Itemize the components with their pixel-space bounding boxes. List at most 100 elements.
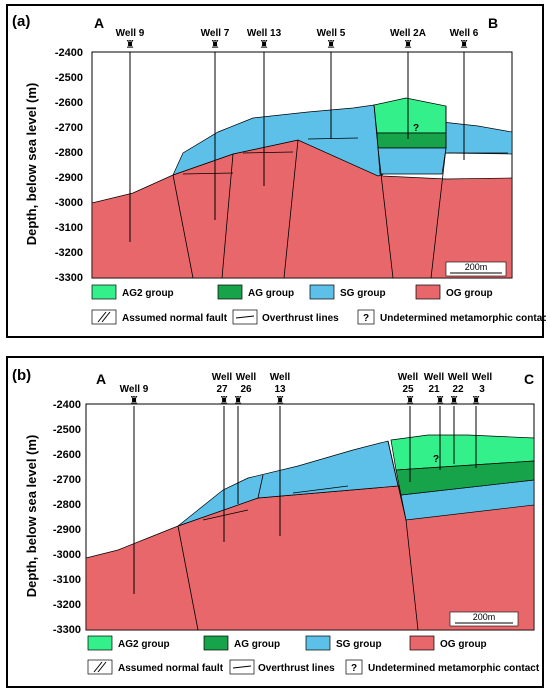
overthrust-line [182, 172, 234, 175]
y-tick-label: -3000 [55, 197, 83, 209]
fault-line [283, 139, 299, 279]
legend-label-ag: AG group [248, 288, 294, 299]
legend-swatch-unknown [357, 309, 375, 325]
legend: AG2 group AG group SG group OG group Ass… [91, 284, 546, 325]
well-number: 25 [402, 384, 414, 395]
legend-swatch-unknown [345, 659, 363, 675]
legend-label-fault: Assumed normal fault [122, 313, 228, 324]
fault-line [172, 174, 194, 279]
y-tick-label: -2600 [55, 97, 83, 109]
sg-layer [177, 440, 399, 527]
well-derrick-icon: ♜ [403, 39, 413, 51]
legend-label-ag2: AG2 group [118, 639, 170, 650]
y-axis-label: Depth, below sea level (m) [24, 435, 39, 598]
legend-label-unknown: Undetermined metamorphic contact [368, 663, 540, 674]
panel-label: (a) [12, 13, 30, 30]
well-derrick-icon: ♜ [471, 395, 481, 407]
scale-bar-label: 200m [473, 612, 496, 622]
well-label: Well 9 [116, 28, 145, 39]
well-derrick-icon: ♜ [210, 39, 220, 51]
well-label: Well 2A [390, 28, 426, 39]
well-number: 27 [216, 384, 228, 395]
legend-swatch-sg [309, 284, 335, 300]
y-tick-label: -2400 [53, 399, 81, 411]
question-icon: ? [363, 313, 369, 324]
well-number: 3 [479, 384, 485, 395]
well-number: 21 [428, 384, 440, 395]
fault-line [430, 147, 447, 279]
well-label: Well 6 [450, 28, 479, 39]
legend-label-og: OG group [440, 639, 487, 650]
well-derrick-icon: ♜ [219, 395, 229, 407]
ag-layer [376, 132, 447, 149]
undetermined-contact-mark: ? [413, 123, 419, 134]
scale-bar-label: 200m [465, 262, 488, 272]
overthrust-icon [235, 315, 255, 319]
well-derrick-icon: ♜ [129, 395, 139, 407]
well-derrick-icon: ♜ [449, 395, 459, 407]
well-label: Well 7 [201, 28, 230, 39]
well-label: Well [270, 372, 291, 383]
well-label: Well 5 [317, 28, 346, 39]
well-label: Well [448, 372, 469, 383]
y-tick-label: -2900 [55, 172, 83, 184]
y-tick-label: -2600 [53, 449, 81, 461]
cross-section-b: (b) A C Depth, below sea level (m) -2400… [12, 367, 540, 675]
overthrust-icon [232, 665, 252, 669]
well-derrick-icon: ♜ [125, 39, 135, 51]
legend-label-overthrust: Overthrust lines [262, 313, 339, 324]
well-derrick-icon: ♜ [259, 39, 269, 51]
legend-label-unknown: Undetermined metamorphic contact [380, 313, 546, 324]
well-number: 26 [240, 384, 252, 395]
legend-swatch-ag [217, 284, 243, 300]
end-label-right: B [488, 15, 498, 31]
legend-swatch-sg [305, 635, 331, 651]
panel-label: (b) [12, 367, 31, 384]
y-tick-label: -2400 [55, 47, 83, 59]
well-label: Well [424, 372, 445, 383]
fault-line [373, 104, 379, 149]
legend-label-sg: SG group [340, 288, 386, 299]
end-label-left: A [96, 371, 106, 387]
legend-swatch-ag [203, 635, 229, 651]
well-number: 22 [452, 384, 464, 395]
well-label: Well 9 [120, 384, 149, 395]
undetermined-contact-mark: ? [433, 454, 439, 465]
legend: AG2 group AG group SG group OG group Ass… [87, 635, 540, 675]
y-tick-label: -3200 [55, 247, 83, 259]
legend-label-ag: AG group [234, 639, 280, 650]
well-derrick-icon: ♜ [326, 39, 336, 51]
fault-line [177, 525, 199, 631]
well-label: Well [212, 372, 233, 383]
overthrust-line [307, 137, 359, 140]
ag-layer [395, 460, 535, 496]
panel-b: (b) A C Depth, below sea level (m) -2400… [6, 356, 544, 688]
fault-line [257, 474, 264, 499]
well-derrick-icon: ♜ [405, 395, 415, 407]
y-tick-label: -2700 [53, 474, 81, 486]
well-label: Well [398, 372, 419, 383]
legend-swatch-fault [87, 659, 113, 675]
question-icon: ? [351, 663, 357, 674]
legend-swatch-og [415, 284, 441, 300]
overthrust-line [202, 509, 249, 521]
legend-label-sg: SG group [336, 639, 382, 650]
well-number: 13 [274, 384, 286, 395]
cross-section-a: (a) A B Depth, below sea level (m) -2400… [12, 13, 546, 325]
legend-swatch-og [409, 635, 435, 651]
fault-line [377, 147, 394, 279]
overthrust-line [292, 485, 349, 494]
y-tick-label: -3000 [53, 549, 81, 561]
legend-label-ag2: AG2 group [122, 288, 174, 299]
legend-swatch-fault [91, 309, 117, 325]
legend-swatch-ag2 [91, 284, 117, 300]
y-tick-label: -2800 [55, 147, 83, 159]
y-tick-label: -3300 [55, 272, 83, 284]
fault-line [387, 440, 407, 521]
y-tick-label: -2700 [55, 122, 83, 134]
legend-label-og: OG group [446, 288, 493, 299]
y-tick-label: -2500 [53, 424, 81, 436]
y-tick-label: -3100 [53, 574, 81, 586]
y-tick-label: -3300 [53, 624, 81, 636]
well-derrick-icon: ♜ [435, 395, 445, 407]
